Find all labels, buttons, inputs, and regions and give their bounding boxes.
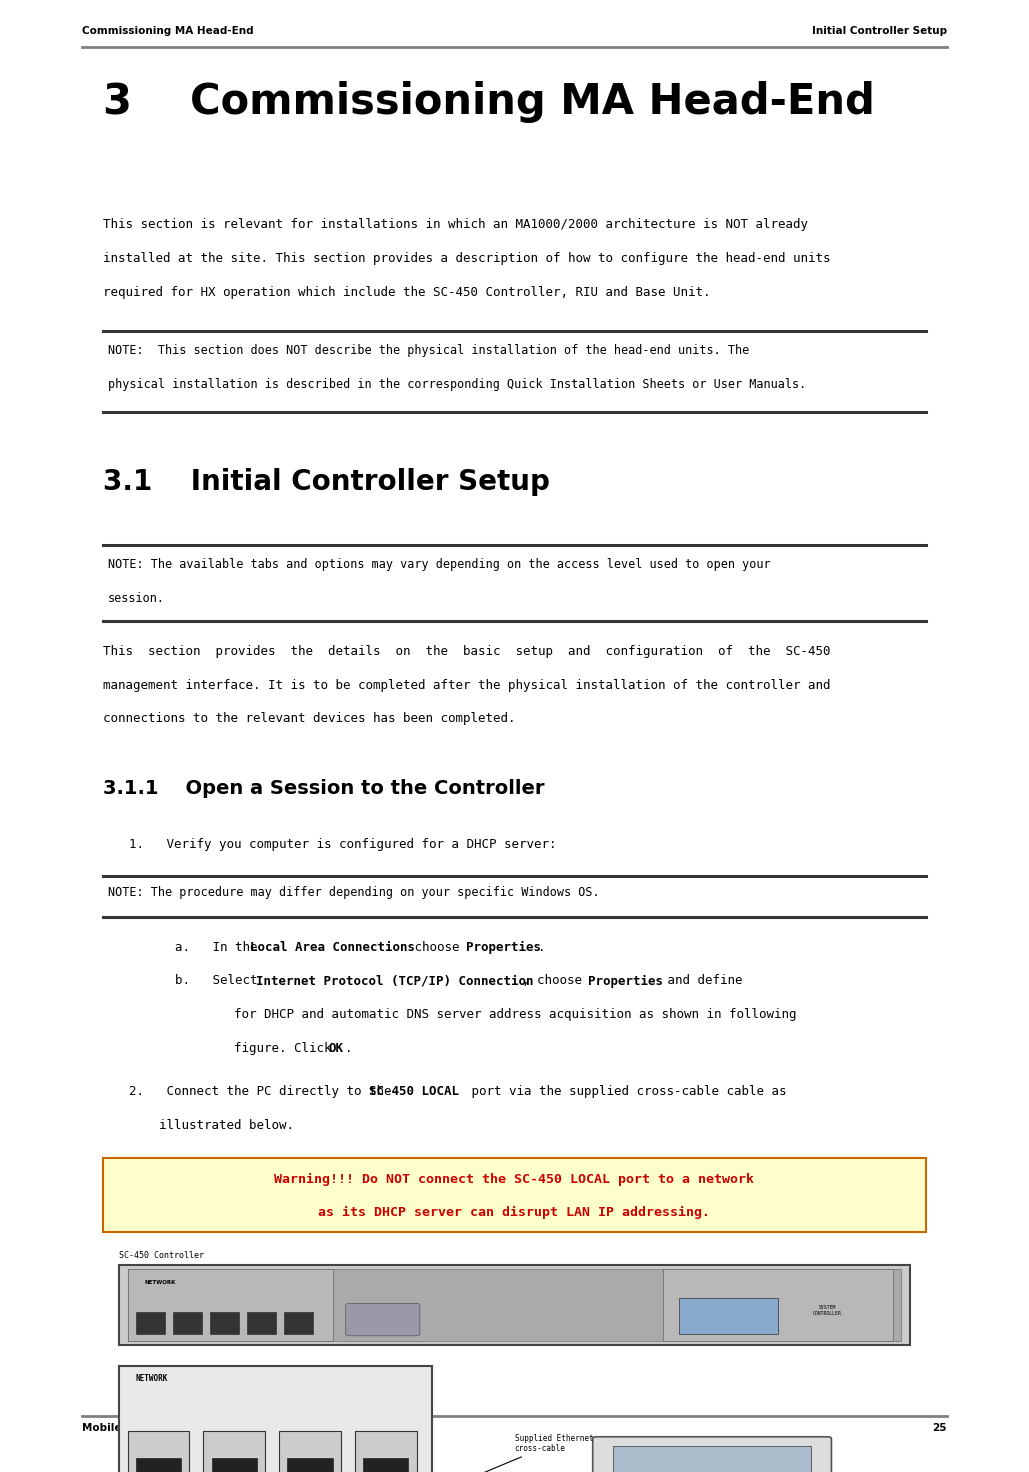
Text: OK: OK [328, 1042, 344, 1055]
Text: as its DHCP server can disrupt LAN IP addressing.: as its DHCP server can disrupt LAN IP ad… [319, 1206, 710, 1219]
Text: 3.1    Initial Controller Setup: 3.1 Initial Controller Setup [103, 468, 549, 496]
Text: .: . [345, 1042, 352, 1055]
Bar [663, 1269, 893, 1341]
Text: SC-450 LOCAL: SC-450 LOCAL [369, 1085, 459, 1098]
Bar [279, 1431, 341, 1472]
Bar [204, 1431, 265, 1472]
Text: choose: choose [407, 941, 467, 954]
Bar [119, 1266, 910, 1345]
Bar [613, 1446, 811, 1472]
Text: SC-450 Controller: SC-450 Controller [119, 1251, 205, 1260]
Text: b.   Select: b. Select [175, 974, 264, 988]
Bar [247, 1313, 276, 1334]
Text: 1.   Verify you computer is configured for a DHCP server:: 1. Verify you computer is configured for… [129, 838, 556, 851]
Text: figure. Click: figure. Click [234, 1042, 339, 1055]
Text: Local Area Connections: Local Area Connections [250, 941, 415, 954]
Bar [103, 1158, 926, 1232]
Text: Initial Controller Setup: Initial Controller Setup [812, 26, 947, 37]
Bar [284, 1313, 313, 1334]
Text: 3.1.1    Open a Session to the Controller: 3.1.1 Open a Session to the Controller [103, 779, 544, 798]
Text: Properties: Properties [588, 974, 663, 988]
Text: NOTE:  This section does NOT describe the physical installation of the head-end : NOTE: This section does NOT describe the… [108, 344, 749, 358]
Text: installed at the site. This section provides a description of how to configure t: installed at the site. This section prov… [103, 252, 830, 265]
Text: session.: session. [108, 592, 165, 605]
Bar [136, 1459, 181, 1472]
Text: 2.   Connect the PC directly to the: 2. Connect the PC directly to the [129, 1085, 398, 1098]
Text: management interface. It is to be completed after the physical installation of t: management interface. It is to be comple… [103, 679, 830, 692]
Text: 3    Commissioning MA Head-End: 3 Commissioning MA Head-End [103, 81, 875, 124]
Text: port via the supplied cross-cable cable as: port via the supplied cross-cable cable … [464, 1085, 786, 1098]
Text: .: . [538, 941, 545, 954]
Text: This section is relevant for installations in which an MA1000/2000 architecture : This section is relevant for installatio… [103, 218, 808, 231]
Text: , choose: , choose [522, 974, 590, 988]
Text: physical installation is described in the corresponding Quick Installation Sheet: physical installation is described in th… [108, 378, 807, 392]
Text: illustrated below.: illustrated below. [159, 1119, 294, 1132]
Bar [679, 1298, 778, 1334]
Bar [363, 1459, 409, 1472]
Text: Properties: Properties [466, 941, 541, 954]
Text: for DHCP and automatic DNS server address acquisition as shown in following: for DHCP and automatic DNS server addres… [234, 1008, 796, 1022]
Text: Internet Protocol (TCP/IP) Connection: Internet Protocol (TCP/IP) Connection [256, 974, 534, 988]
Bar [128, 1431, 189, 1472]
Bar [136, 1313, 165, 1334]
Text: NOTE: The available tabs and options may vary depending on the access level used: NOTE: The available tabs and options may… [108, 558, 771, 571]
Bar [210, 1313, 239, 1334]
Bar [128, 1269, 333, 1341]
Bar [212, 1459, 257, 1472]
Text: a.   In the: a. In the [175, 941, 264, 954]
Text: 25: 25 [932, 1423, 947, 1434]
Text: Supplied Ethernet
cross-cable: Supplied Ethernet cross-cable [354, 1434, 593, 1472]
Text: Warning!!! Do NOT connect the SC-450 LOCAL port to a network: Warning!!! Do NOT connect the SC-450 LOC… [275, 1173, 754, 1186]
Bar [287, 1459, 332, 1472]
FancyBboxPatch shape [346, 1303, 420, 1335]
Text: Commissioning MA Head-End: Commissioning MA Head-End [82, 26, 254, 37]
Bar [355, 1431, 417, 1472]
Text: NOTE: The procedure may differ depending on your specific Windows OS.: NOTE: The procedure may differ depending… [108, 886, 600, 899]
Text: connections to the relevant devices has been completed.: connections to the relevant devices has … [103, 712, 516, 726]
Text: SYSTEM
CONTROLLER: SYSTEM CONTROLLER [813, 1306, 842, 1316]
Text: NETWORK: NETWORK [144, 1281, 175, 1285]
Bar [119, 1366, 432, 1472]
Text: NETWORK: NETWORK [136, 1373, 168, 1382]
Text: required for HX operation which include the SC-450 Controller, RIU and Base Unit: required for HX operation which include … [103, 286, 710, 299]
Text: MobileAccessHX Installation and Configuration Guide: MobileAccessHX Installation and Configur… [82, 1423, 397, 1434]
Bar [173, 1313, 202, 1334]
Bar [128, 1269, 901, 1341]
Text: and define: and define [660, 974, 742, 988]
Text: This  section  provides  the  details  on  the  basic  setup  and  configuration: This section provides the details on the… [103, 645, 830, 658]
FancyBboxPatch shape [593, 1437, 831, 1472]
